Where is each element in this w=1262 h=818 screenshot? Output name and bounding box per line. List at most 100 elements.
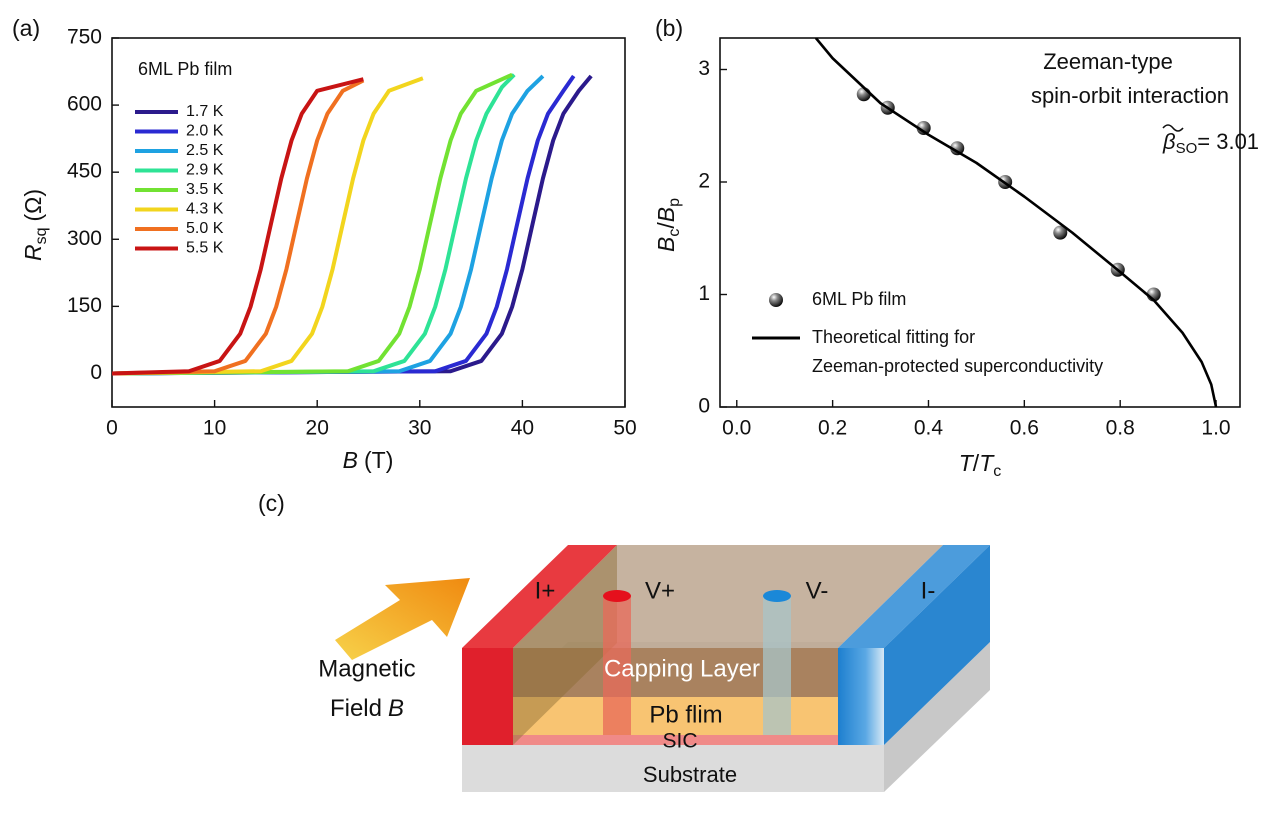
series-line xyxy=(112,76,424,376)
axis-label-part: R xyxy=(20,244,46,261)
x-tick-label: 0.6 xyxy=(1010,417,1039,440)
field-arrow xyxy=(335,578,470,660)
beta-symbol: β xyxy=(1162,129,1176,154)
legend-label: Zeeman-protected superconductivity xyxy=(812,356,1103,376)
axis-label-part: sq xyxy=(33,227,50,244)
axis-label-part: c xyxy=(666,229,683,237)
electrode-blue-side xyxy=(884,545,990,745)
y-axis-label: Rsq (Ω) xyxy=(20,189,50,261)
electrode-blue xyxy=(838,648,884,745)
panel-label: (c) xyxy=(258,490,285,516)
x-tick-label: 0 xyxy=(106,417,118,440)
annotation: Zeeman-type xyxy=(1043,49,1173,74)
axis-label-part: c xyxy=(993,463,1001,480)
annotation: spin-orbit interaction xyxy=(1031,83,1229,108)
x-tick-label: 50 xyxy=(613,417,636,440)
y-tick-label: 2 xyxy=(698,170,710,193)
axis-label-part: (Ω) xyxy=(20,189,46,222)
axis-label-part: / xyxy=(653,222,679,229)
series-line xyxy=(112,74,545,376)
x-tick-label: 1.0 xyxy=(1201,417,1230,440)
series-line xyxy=(112,74,576,376)
axis-label-part: p xyxy=(666,198,683,207)
y-axis-label: Bc/Bp xyxy=(653,198,683,252)
axis-label-part: T xyxy=(959,450,975,476)
x-tick-label: 0.2 xyxy=(818,417,847,440)
series-line xyxy=(112,72,513,376)
y-tick-label: 3 xyxy=(698,57,710,80)
sic-layer xyxy=(513,735,838,745)
y-tick-label: 0 xyxy=(90,361,102,384)
field-text: Field B xyxy=(330,695,404,722)
substrate-front xyxy=(462,745,884,792)
beta-label: βSO= 3.01 meV xyxy=(1162,129,1262,157)
layer-label: SIC xyxy=(662,730,697,753)
electrode-blue-top xyxy=(838,545,990,648)
x-tick-label: 0.8 xyxy=(1106,417,1135,440)
legend-label: 6ML Pb film xyxy=(812,289,906,309)
electrode-red xyxy=(462,648,513,745)
plot-area xyxy=(814,38,1218,407)
x-tick-label: 20 xyxy=(306,417,329,440)
inner-face xyxy=(513,545,617,745)
x-tick-label: 0.0 xyxy=(722,417,751,440)
plot-frame xyxy=(111,37,626,408)
series-line xyxy=(112,74,593,376)
panel-label: (a) xyxy=(12,15,40,41)
y-tick-label: 750 xyxy=(67,26,102,49)
axis-label-part: T xyxy=(979,450,995,476)
electrode-label: V- xyxy=(806,577,829,604)
x-axis-label: B (T) xyxy=(343,447,394,473)
series-line xyxy=(112,73,516,376)
beta-sub: SO xyxy=(1176,140,1198,157)
axis-label-part: B xyxy=(653,207,679,222)
data-point xyxy=(950,141,965,156)
panel-label: (b) xyxy=(655,15,683,41)
legend-label: 2.5 K xyxy=(186,142,224,159)
x-tick-label: 0.4 xyxy=(914,417,944,440)
layer-label: Pb flim xyxy=(649,701,722,728)
x-axis-label: T/Tc xyxy=(959,450,1002,480)
legend-label: 4.3 K xyxy=(186,201,224,218)
data-point xyxy=(1053,225,1068,240)
plot-frame xyxy=(719,37,1241,408)
y-tick-label: 1 xyxy=(698,282,710,305)
substrate-side xyxy=(884,642,990,792)
axis-label-part: B xyxy=(343,447,358,473)
plot-area xyxy=(112,72,593,376)
field-text: Field xyxy=(330,695,382,722)
tilde xyxy=(1162,124,1184,132)
beta-text: = 3.01 meV xyxy=(1197,129,1262,154)
y-tick-label: 450 xyxy=(67,160,102,183)
electrode-label: I- xyxy=(921,577,936,604)
field-symbol: B xyxy=(388,695,404,722)
legend-label: Theoretical fitting for xyxy=(812,327,975,347)
legend-label: 1.7 K xyxy=(186,103,224,120)
electrode-red-top xyxy=(462,545,617,648)
x-tick-label: 10 xyxy=(203,417,226,440)
legend-label: 3.5 K xyxy=(186,181,224,198)
x-tick-label: 40 xyxy=(511,417,534,440)
axis-label-part: (T) xyxy=(364,447,393,473)
layer-label: Substrate xyxy=(643,762,737,787)
legend-label: 2.0 K xyxy=(186,123,224,140)
y-tick-label: 600 xyxy=(67,93,102,116)
layer-label: Capping Layer xyxy=(604,655,760,682)
electrode-label: I+ xyxy=(535,577,556,604)
pillar-blue-top xyxy=(763,590,791,602)
axis-label-part: B xyxy=(653,237,679,252)
series-line xyxy=(112,77,364,376)
y-tick-label: 0 xyxy=(698,395,710,418)
legend-label: 5.0 K xyxy=(186,220,224,237)
y-tick-label: 150 xyxy=(67,294,102,317)
y-tick-label: 300 xyxy=(67,227,102,250)
series-line xyxy=(112,78,365,376)
pillar-red xyxy=(603,596,631,735)
legend-label: 5.5 K xyxy=(186,240,224,257)
electrode-label: V+ xyxy=(645,577,675,604)
pillar-red-top xyxy=(603,590,631,602)
x-tick-label: 30 xyxy=(408,417,431,440)
data-point xyxy=(856,87,871,102)
data-point xyxy=(916,121,931,135)
